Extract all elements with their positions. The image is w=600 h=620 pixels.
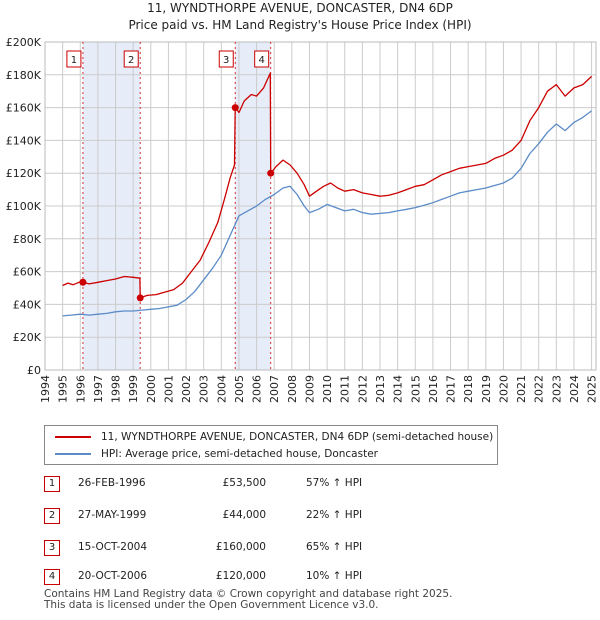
hpi-line-swatch	[55, 453, 91, 455]
x-tick-label: 1996	[74, 375, 87, 403]
y-tick-label: £80K	[13, 233, 42, 246]
sale-label: 3	[223, 55, 229, 66]
legend-item-property: 11, WYNDTHORPE AVENUE, DONCASTER, DN4 6D…	[55, 429, 493, 445]
sale-date: 20-OCT-2006	[78, 570, 147, 582]
sale-label-box	[254, 50, 270, 68]
legend-hpi-label: HPI: Average price, semi-detached house,…	[101, 448, 378, 460]
sale-label-box	[123, 50, 139, 68]
sale-number-badge: 2	[44, 508, 60, 524]
sale-date: 27-MAY-1999	[78, 509, 147, 521]
sale-point	[79, 278, 87, 286]
x-tick-label: 2024	[568, 375, 581, 403]
plot-frame	[44, 41, 597, 371]
x-tick-label: 2010	[321, 375, 334, 403]
sale-number-badge: 3	[44, 540, 60, 556]
y-tick-label: £100K	[6, 200, 42, 213]
x-tick-label: 2015	[409, 375, 422, 403]
y-tick-label: £0	[27, 364, 41, 377]
sale-price: £53,500	[222, 477, 266, 489]
x-tick-label: 1997	[92, 375, 105, 403]
x-tick-label: 2000	[145, 375, 158, 403]
x-tick-label: 2023	[550, 375, 563, 403]
x-tick-label: 2020	[497, 375, 510, 403]
x-tick-label: 1998	[110, 375, 123, 403]
property-line-swatch	[55, 436, 91, 438]
x-tick-label: 1995	[57, 375, 70, 403]
attribution-footer: Contains HM Land Registry data © Crown c…	[44, 589, 452, 611]
x-tick-label: 2025	[586, 375, 599, 403]
sale-hpi-change: 65% ↑ HPI	[306, 541, 363, 553]
sale-date: 26-FEB-1996	[78, 477, 146, 489]
x-tick-label: 2021	[515, 375, 528, 403]
y-tick-label: £20K	[13, 331, 42, 344]
sale-label-box	[218, 50, 234, 68]
y-tick-label: £40K	[13, 298, 42, 311]
x-tick-label: 2006	[251, 375, 264, 403]
table-row: 3 15-OCT-2004 £160,000 65% ↑ HPI	[44, 538, 464, 558]
legend-property-label: 11, WYNDTHORPE AVENUE, DONCASTER, DN4 6D…	[101, 431, 494, 443]
x-tick-label: 2005	[233, 375, 246, 403]
x-tick-label: 2013	[374, 375, 387, 403]
sale-date: 15-OCT-2004	[78, 541, 147, 553]
sale-price: £160,000	[215, 541, 266, 553]
hpi-line	[62, 110, 592, 317]
x-tick-label: 2009	[303, 375, 316, 403]
attribution-line-2: This data is licensed under the Open Gov…	[44, 599, 379, 611]
x-tick-label: 2012	[356, 375, 369, 403]
x-tick-label: 1999	[127, 375, 140, 403]
y-tick-label: £140K	[6, 134, 42, 147]
x-tick-label: 2003	[198, 375, 211, 403]
sale-hpi-change: 22% ↑ HPI	[306, 509, 363, 521]
x-tick-label: 2008	[286, 375, 299, 403]
sale-hpi-change: 57% ↑ HPI	[306, 477, 363, 489]
y-tick-label: £60K	[13, 266, 42, 279]
x-tick-label: 2017	[445, 375, 458, 403]
y-tick-label: £200K	[6, 36, 42, 49]
x-tick-label: 2011	[339, 375, 352, 403]
table-row: 1 26-FEB-1996 £53,500 57% ↑ HPI	[44, 474, 464, 494]
x-tick-label: 2001	[162, 375, 175, 403]
table-row: 4 20-OCT-2006 £120,000 10% ↑ HPI	[44, 567, 464, 587]
sale-label-box	[66, 50, 82, 68]
sale-price: £44,000	[222, 509, 266, 521]
x-tick-label: 2022	[533, 375, 546, 403]
sale-point	[267, 169, 275, 177]
sale-number-badge: 1	[44, 476, 60, 492]
sale-point	[136, 294, 144, 302]
x-tick-label: 2018	[462, 375, 475, 403]
price-chart: 11, WYNDTHORPE AVENUE, DONCASTER, DN4 6D…	[6, 1, 599, 403]
x-tick-label: 2004	[215, 375, 228, 403]
attribution-line-1: Contains HM Land Registry data © Crown c…	[44, 588, 453, 600]
sale-number-badge: 4	[44, 569, 60, 585]
y-tick-label: £180K	[6, 69, 42, 82]
x-tick-label: 2007	[268, 375, 281, 403]
sale-label: 1	[71, 55, 77, 66]
x-tick-label: 1994	[39, 375, 52, 403]
sale-label: 4	[259, 55, 265, 66]
x-tick-label: 2014	[392, 375, 405, 403]
y-tick-label: £120K	[6, 167, 42, 180]
x-tick-label: 2016	[427, 375, 440, 403]
chart-subtitle: Price paid vs. HM Land Registry's House …	[128, 18, 471, 32]
table-row: 2 27-MAY-1999 £44,000 22% ↑ HPI	[44, 506, 464, 526]
sale-label: 2	[128, 55, 134, 66]
sale-hpi-change: 10% ↑ HPI	[306, 570, 363, 582]
legend-item-hpi: HPI: Average price, semi-detached house,…	[55, 446, 378, 462]
x-tick-label: 2019	[480, 375, 493, 403]
chart-title: 11, WYNDTHORPE AVENUE, DONCASTER, DN4 6D…	[147, 1, 453, 15]
y-tick-label: £160K	[6, 102, 42, 115]
sale-price: £120,000	[215, 570, 266, 582]
chart-legend: 11, WYNDTHORPE AVENUE, DONCASTER, DN4 6D…	[44, 425, 498, 465]
x-tick-label: 2002	[180, 375, 193, 403]
sale-point	[231, 104, 239, 112]
